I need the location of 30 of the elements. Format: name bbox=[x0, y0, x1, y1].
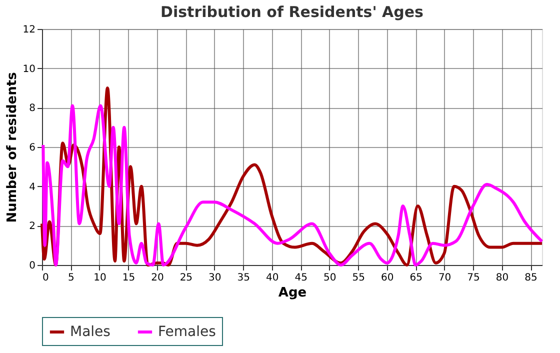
y-tick-label: 0 bbox=[29, 260, 36, 272]
x-tick-label: 65 bbox=[410, 272, 422, 284]
y-tick-label: 4 bbox=[29, 182, 36, 193]
x-tick-label: 0 bbox=[42, 272, 49, 284]
x-tick-label: 60 bbox=[380, 272, 394, 284]
y-axis-title: Number of residents bbox=[4, 72, 20, 223]
legend-label: Females bbox=[158, 324, 216, 340]
x-tick-label: 15 bbox=[122, 272, 136, 284]
y-tick-label: 8 bbox=[29, 103, 36, 114]
y-tick-label: 6 bbox=[29, 142, 36, 154]
x-tick-label: 35 bbox=[237, 272, 250, 284]
y-tick-label: 12 bbox=[22, 24, 36, 36]
x-tick-label: 10 bbox=[94, 272, 106, 284]
x-tick-label: 55 bbox=[352, 272, 365, 284]
chart-title: Distribution of Residents' Ages bbox=[160, 3, 424, 21]
y-tick-label: 2 bbox=[29, 221, 36, 232]
x-axis-title: Age bbox=[278, 286, 307, 300]
x-tick-label: 20 bbox=[151, 272, 164, 284]
x-tick-label: 25 bbox=[180, 272, 193, 284]
x-tick-label: 75 bbox=[467, 272, 480, 284]
x-tick-label: 40 bbox=[266, 272, 279, 284]
x-tick-label: 45 bbox=[294, 272, 308, 284]
x-tick-label: 5 bbox=[68, 272, 74, 284]
x-tick-label: 50 bbox=[323, 272, 336, 284]
y-tick-label: 10 bbox=[22, 64, 36, 75]
x-tick-label: 80 bbox=[496, 272, 509, 284]
x-tick-label: 70 bbox=[438, 272, 452, 284]
x-tick-label: 30 bbox=[208, 272, 222, 284]
x-tick-label: 85 bbox=[524, 272, 538, 284]
legend-label: Males bbox=[70, 324, 110, 340]
